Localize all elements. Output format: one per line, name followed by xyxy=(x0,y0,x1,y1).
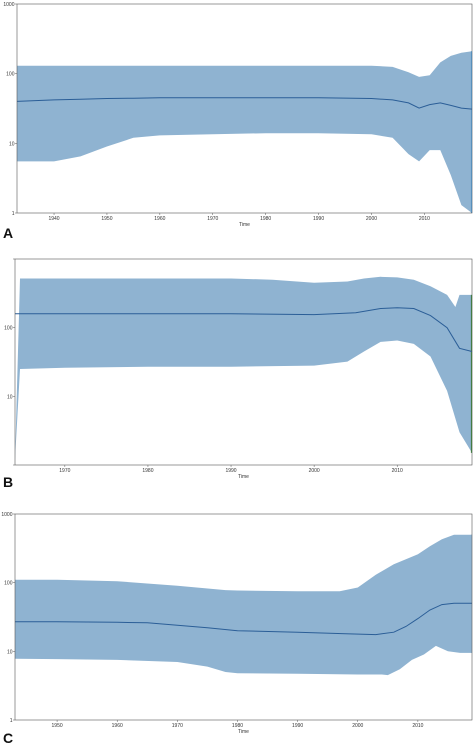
median-line xyxy=(16,97,473,110)
x-axis-title: Time xyxy=(239,222,250,228)
x-tick-label: 1950 xyxy=(101,216,112,222)
panel-label: B xyxy=(3,474,13,490)
plot-frame xyxy=(16,3,473,214)
x-tick-label: 2000 xyxy=(366,216,377,222)
median-line xyxy=(15,307,473,352)
plot-frame xyxy=(14,258,473,466)
x-tick-label: 1950 xyxy=(52,723,63,729)
x-tick-label: 1980 xyxy=(142,468,153,474)
x-tick-label: 1960 xyxy=(154,216,165,222)
y-tick-label: 10 xyxy=(9,141,15,147)
hpd-band xyxy=(15,276,472,460)
x-tick-label: 1970 xyxy=(172,723,183,729)
x-tick-label: 2000 xyxy=(309,468,320,474)
x-tick-label: 1980 xyxy=(260,216,271,222)
y-tick-label: 1 xyxy=(10,718,13,724)
x-tick-label: 1980 xyxy=(232,723,243,729)
x-tick-label: 1960 xyxy=(112,723,123,729)
chart-panel-a: 1 10 100 1000 1940 1950 1960 1970 1980 1990 2000 20… xyxy=(3,2,473,241)
y-tick-label: 100 xyxy=(6,72,15,78)
hpd-band xyxy=(17,51,472,214)
x-tick-label: 1990 xyxy=(292,723,303,729)
hpd-band xyxy=(15,534,472,676)
x-tick-label: 2010 xyxy=(412,723,423,729)
median-line xyxy=(15,602,472,636)
plot-frame xyxy=(14,513,473,721)
chart-panel-c: 1 10 100 1000 1950 1960 1970 1980 1990 2000 2010 Ti… xyxy=(1,512,473,745)
x-axis-title: Time xyxy=(238,474,249,480)
x-tick-label: 1970 xyxy=(59,468,70,474)
y-tick-label: 1000 xyxy=(1,512,12,518)
y-tick-label: 10 xyxy=(7,394,13,400)
y-tick-label: 100 xyxy=(4,326,13,332)
panel-label: C xyxy=(3,730,13,745)
x-tick-label: 2010 xyxy=(392,468,403,474)
x-tick-label: 2010 xyxy=(419,216,430,222)
panel-label: A xyxy=(3,225,13,241)
y-tick-label: 100 xyxy=(4,581,13,587)
y-tick-label: 1000 xyxy=(3,2,14,8)
chart-panel-b: 10 100 1970 1980 1990 2000 2010 Time B xyxy=(3,258,473,490)
x-tick-label: 1970 xyxy=(207,216,218,222)
x-tick-label: 1990 xyxy=(313,216,324,222)
x-tick-label: 1990 xyxy=(225,468,236,474)
x-axis-title: Time xyxy=(238,729,249,735)
x-tick-label: 1940 xyxy=(48,216,59,222)
x-tick-label: 2000 xyxy=(352,723,363,729)
y-tick-label: 10 xyxy=(7,649,13,655)
y-tick-label: 1 xyxy=(12,211,15,217)
